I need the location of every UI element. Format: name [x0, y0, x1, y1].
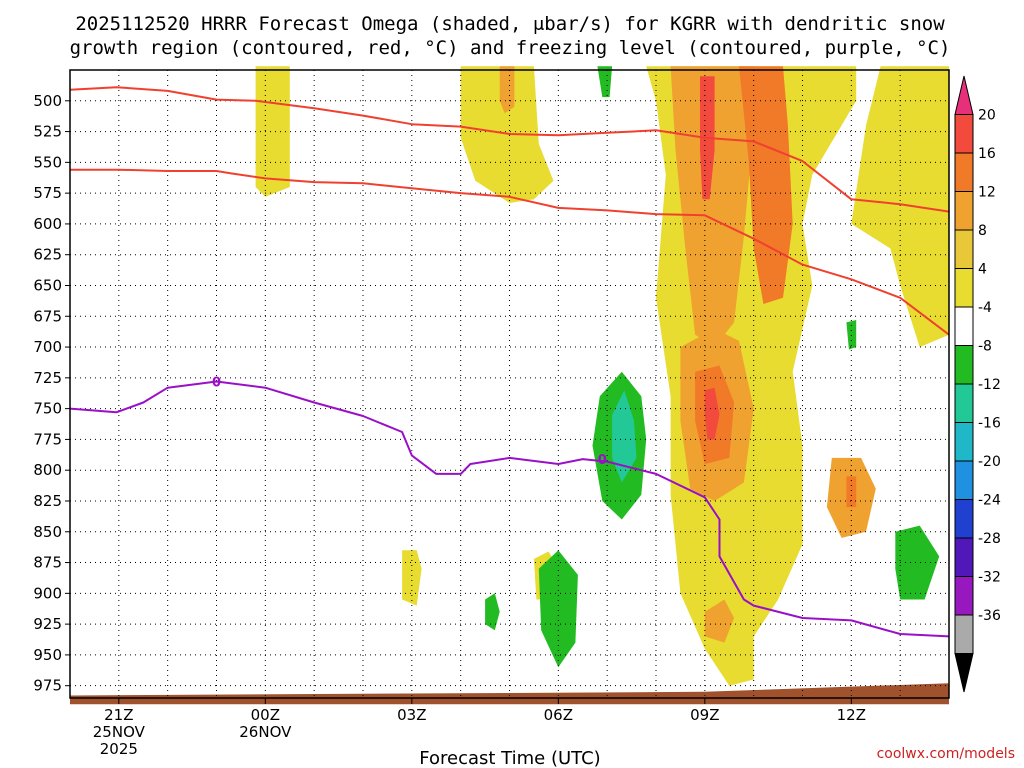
colorbar-label: 12	[978, 185, 996, 201]
y-axis: 500 525 550 575 600 625 650 675 700 725 750 775 800 8…	[33, 92, 70, 695]
colorbar-label: -16	[978, 416, 1001, 432]
y-tick-label-675: 675	[33, 307, 62, 325]
colorbar-label: -24	[978, 493, 1001, 509]
colorbar-label: 16	[978, 146, 996, 162]
x-tick-label: 00Z	[251, 706, 280, 724]
y-tick-label-875: 875	[33, 554, 62, 572]
omega-region-lightorange-2	[499, 66, 515, 114]
freezing-level-contour	[69, 380, 950, 638]
colorbar-bin	[954, 460, 974, 500]
y-tick-label-625: 625	[33, 246, 62, 264]
y-tick-label-925: 925	[33, 615, 62, 633]
colorbar-label: 20	[978, 108, 996, 124]
colorbar-bin	[954, 422, 974, 462]
colorbar-bin	[954, 499, 974, 539]
dgz-contour--12	[69, 86, 950, 213]
colorbar-label: -28	[978, 531, 1001, 547]
y-tick-label-575: 575	[33, 184, 62, 202]
x-tick-label: 12Z	[837, 706, 866, 724]
omega-region-green-19	[538, 550, 578, 668]
y-tick-label-775: 775	[33, 430, 62, 448]
colorbar-bin	[954, 537, 974, 577]
colorbar-bin	[954, 152, 974, 192]
x-axis-label: Forecast Time (UTC)	[419, 748, 600, 768]
y-tick-label-975: 975	[33, 677, 62, 695]
y-tick-label-500: 500	[33, 92, 62, 110]
colorbar-bin	[954, 114, 974, 154]
x-tick-label: 26NOV	[239, 723, 292, 741]
colorbar-label: -8	[978, 339, 992, 355]
colorbar-label: -32	[978, 570, 1001, 586]
omega-region-orange-7	[739, 66, 793, 304]
colorbar-bottom-triangle	[954, 653, 974, 693]
colorbar-label: 8	[978, 223, 987, 239]
y-tick-label-600: 600	[33, 215, 62, 233]
omega-region-red-11	[704, 387, 720, 440]
x-tick-label: 06Z	[544, 706, 573, 724]
omega-region-green-23	[597, 66, 613, 98]
y-tick-label-950: 950	[33, 646, 62, 664]
x-tick-label: 2025	[100, 740, 138, 758]
terrain-layer	[70, 683, 949, 705]
colorbar: 20 16 12 8 4 -4 -8 -12 -16 -20 -24 -28 -32 -36	[954, 75, 1001, 693]
colorbar-label: -20	[978, 454, 1001, 470]
y-tick-label-650: 650	[33, 276, 62, 294]
y-tick-label-750: 750	[33, 400, 62, 418]
y-tick-label-700: 700	[33, 338, 62, 356]
omega-region-green-21	[895, 525, 940, 600]
colorbar-bin	[954, 306, 974, 346]
y-tick-label-800: 800	[33, 461, 62, 479]
omega-region-orange-13	[846, 476, 857, 508]
colorbar-bin	[954, 268, 974, 308]
colorbar-label: 4	[978, 262, 987, 278]
y-tick-label-850: 850	[33, 523, 62, 541]
contour-lines: 00	[69, 86, 950, 638]
omega-region-green-22	[846, 320, 857, 350]
omega-region-yellow-5	[851, 66, 949, 348]
colorbar-bin	[954, 191, 974, 231]
colorbar-bin	[954, 345, 974, 385]
colorbar-bin	[954, 383, 974, 423]
colorbar-label: -4	[978, 300, 992, 316]
omega-region-green-20	[485, 593, 500, 631]
colorbar-label: -12	[978, 377, 1001, 393]
y-tick-label-900: 900	[33, 584, 62, 602]
plot-frame	[69, 69, 950, 699]
x-tick-label: 21Z	[104, 706, 133, 724]
y-tick-label-725: 725	[33, 369, 62, 387]
colorbar-bin	[954, 229, 974, 269]
freezing-contour-label: 0	[212, 376, 221, 391]
x-tick-label: 09Z	[690, 706, 719, 724]
colorbar-bin	[954, 614, 974, 654]
y-tick-label-550: 550	[33, 153, 62, 171]
omega-region-yellow-15	[402, 550, 422, 606]
y-tick-label-825: 825	[33, 492, 62, 510]
colorbar-label: -36	[978, 608, 1001, 624]
omega-region-teal-18	[612, 390, 637, 483]
freezing-contour-label: 0	[598, 453, 607, 468]
y-tick-label-525: 525	[33, 123, 62, 141]
terrain-fill	[70, 683, 949, 705]
title-line-2: growth region (contoured, red, °C) and f…	[70, 37, 951, 59]
omega-region-lightorange-14	[704, 599, 735, 643]
colorbar-bin	[954, 576, 974, 616]
x-tick-label: 03Z	[397, 706, 426, 724]
x-tick-label: 25NOV	[93, 723, 146, 741]
dgz-contour--18	[70, 168, 950, 336]
omega-region-yellow-0	[255, 66, 290, 197]
credit-text: coolwx.com/models	[877, 746, 1015, 762]
colorbar-top-triangle	[954, 75, 974, 115]
title-line-1: 2025112520 HRRR Forecast Omega (shaded, …	[75, 13, 945, 35]
